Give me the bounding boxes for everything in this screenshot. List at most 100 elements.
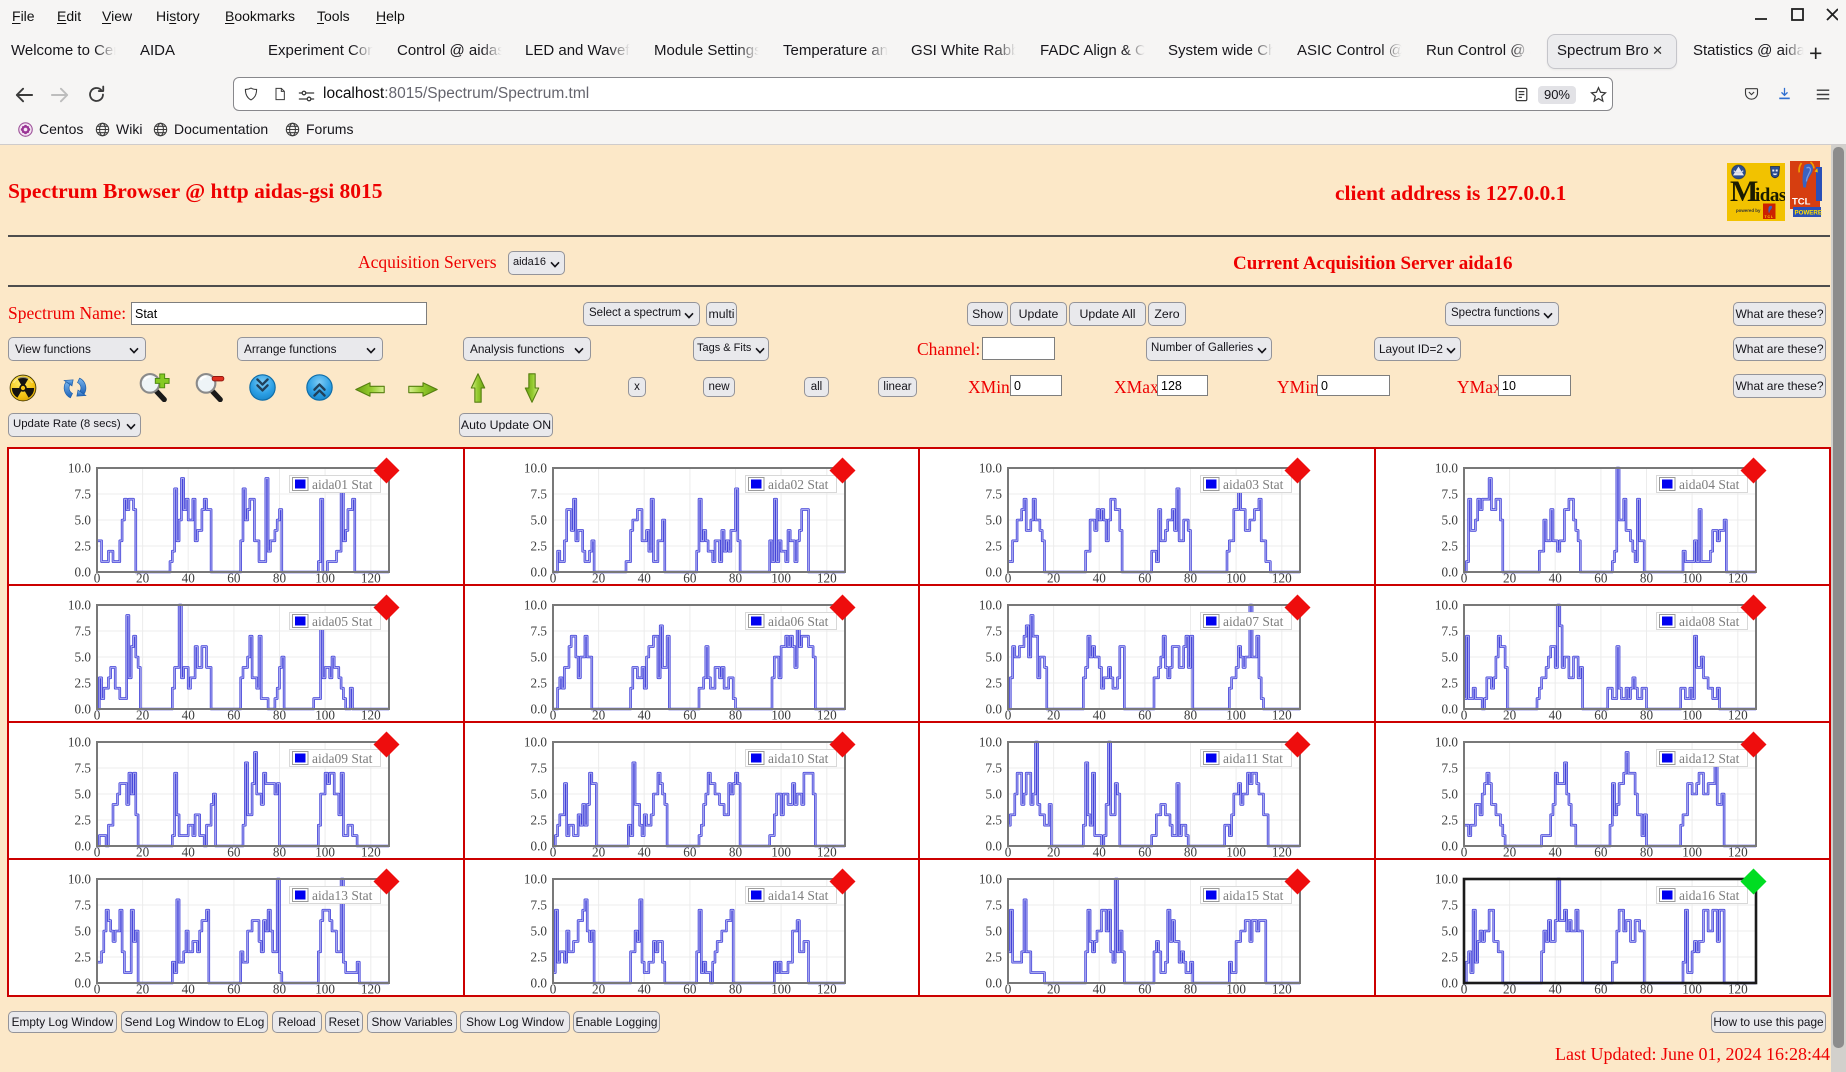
svg-text:60: 60 (227, 982, 241, 996)
svg-text:7.5: 7.5 (530, 761, 547, 776)
svg-text:aida07 Stat: aida07 Stat (1223, 614, 1284, 629)
svg-text:aida15 Stat: aida15 Stat (1223, 888, 1284, 903)
svg-text:60: 60 (683, 982, 697, 996)
svg-text:20: 20 (136, 982, 150, 996)
svg-text:40: 40 (1093, 708, 1107, 722)
svg-text:60: 60 (683, 845, 697, 859)
svg-text:5.0: 5.0 (75, 650, 92, 665)
svg-text:0: 0 (1460, 845, 1467, 859)
svg-text:80: 80 (1639, 571, 1653, 585)
svg-text:100: 100 (315, 708, 335, 722)
svg-text:20: 20 (1503, 571, 1517, 585)
svg-text:80: 80 (273, 845, 287, 859)
svg-text:2.5: 2.5 (530, 539, 547, 554)
svg-text:7.5: 7.5 (75, 761, 92, 776)
svg-text:7.5: 7.5 (75, 624, 92, 639)
svg-text:10.0: 10.0 (523, 461, 546, 476)
svg-text:10.0: 10.0 (979, 461, 1002, 476)
svg-text:20: 20 (592, 708, 606, 722)
svg-text:20: 20 (592, 845, 606, 859)
svg-text:40: 40 (637, 845, 651, 859)
svg-text:7.5: 7.5 (530, 898, 547, 913)
svg-text:20: 20 (1047, 982, 1061, 996)
svg-text:0: 0 (94, 571, 101, 585)
svg-text:0: 0 (1005, 571, 1012, 585)
svg-text:aida06 Stat: aida06 Stat (768, 614, 829, 629)
svg-text:2.5: 2.5 (75, 950, 92, 965)
svg-text:0: 0 (1460, 982, 1467, 996)
svg-text:20: 20 (136, 571, 150, 585)
svg-text:aida03 Stat: aida03 Stat (1223, 477, 1284, 492)
svg-text:120: 120 (816, 708, 836, 722)
svg-text:aida01 Stat: aida01 Stat (312, 477, 373, 492)
svg-text:0.0: 0.0 (1441, 702, 1458, 717)
svg-text:120: 120 (361, 845, 381, 859)
svg-text:100: 100 (315, 571, 335, 585)
svg-text:80: 80 (1639, 845, 1653, 859)
svg-text:2.5: 2.5 (986, 539, 1003, 554)
svg-text:120: 120 (1272, 708, 1292, 722)
svg-text:7.5: 7.5 (530, 487, 547, 502)
svg-text:7.5: 7.5 (530, 624, 547, 639)
svg-text:10.0: 10.0 (979, 735, 1002, 750)
svg-text:60: 60 (1138, 845, 1152, 859)
svg-text:0: 0 (1005, 982, 1012, 996)
svg-text:0: 0 (549, 982, 556, 996)
svg-text:aida05 Stat: aida05 Stat (312, 614, 373, 629)
svg-text:100: 100 (1682, 708, 1702, 722)
svg-text:60: 60 (1138, 982, 1152, 996)
svg-text:100: 100 (1226, 708, 1246, 722)
svg-text:idas: idas (1755, 185, 1785, 206)
svg-text:120: 120 (1727, 982, 1747, 996)
svg-text:0: 0 (1005, 708, 1012, 722)
svg-text:60: 60 (1594, 982, 1608, 996)
svg-text:120: 120 (361, 708, 381, 722)
svg-text:2.5: 2.5 (1441, 950, 1458, 965)
svg-text:0.0: 0.0 (986, 702, 1003, 717)
svg-text:40: 40 (182, 845, 196, 859)
svg-text:aida14 Stat: aida14 Stat (768, 888, 829, 903)
svg-text:5.0: 5.0 (530, 924, 547, 939)
svg-text:100: 100 (1226, 845, 1246, 859)
svg-text:2.5: 2.5 (986, 813, 1003, 828)
svg-text:40: 40 (1093, 982, 1107, 996)
svg-text:60: 60 (227, 571, 241, 585)
svg-text:M: M (1730, 175, 1758, 208)
svg-text:80: 80 (1184, 845, 1198, 859)
svg-text:5.0: 5.0 (986, 924, 1003, 939)
svg-text:10.0: 10.0 (68, 872, 91, 887)
svg-text:60: 60 (1594, 571, 1608, 585)
svg-text:aida13 Stat: aida13 Stat (312, 888, 373, 903)
svg-text:40: 40 (182, 708, 196, 722)
svg-text:7.5: 7.5 (986, 624, 1003, 639)
svg-text:5.0: 5.0 (986, 787, 1003, 802)
svg-text:10.0: 10.0 (523, 872, 546, 887)
svg-text:40: 40 (1548, 571, 1562, 585)
svg-text:2.5: 2.5 (75, 676, 92, 691)
svg-text:7.5: 7.5 (75, 487, 92, 502)
svg-text:0: 0 (1460, 708, 1467, 722)
svg-text:40: 40 (1093, 845, 1107, 859)
svg-text:0.0: 0.0 (530, 565, 547, 580)
svg-text:80: 80 (1639, 982, 1653, 996)
svg-text:0.0: 0.0 (1441, 976, 1458, 991)
svg-text:100: 100 (1682, 982, 1702, 996)
svg-text:40: 40 (1548, 708, 1562, 722)
svg-text:80: 80 (1184, 708, 1198, 722)
svg-text:7.5: 7.5 (986, 761, 1003, 776)
svg-text:80: 80 (273, 571, 287, 585)
svg-text:7.5: 7.5 (986, 487, 1003, 502)
svg-text:40: 40 (182, 982, 196, 996)
svg-text:20: 20 (1503, 708, 1517, 722)
svg-text:120: 120 (816, 982, 836, 996)
svg-text:80: 80 (273, 982, 287, 996)
svg-text:5.0: 5.0 (1441, 924, 1458, 939)
svg-text:100: 100 (771, 571, 791, 585)
svg-text:0.0: 0.0 (530, 839, 547, 854)
svg-text:20: 20 (1047, 571, 1061, 585)
svg-text:5.0: 5.0 (75, 924, 92, 939)
svg-text:5.0: 5.0 (75, 513, 92, 528)
svg-text:100: 100 (1226, 571, 1246, 585)
svg-text:2.5: 2.5 (1441, 676, 1458, 691)
svg-text:120: 120 (1272, 982, 1292, 996)
